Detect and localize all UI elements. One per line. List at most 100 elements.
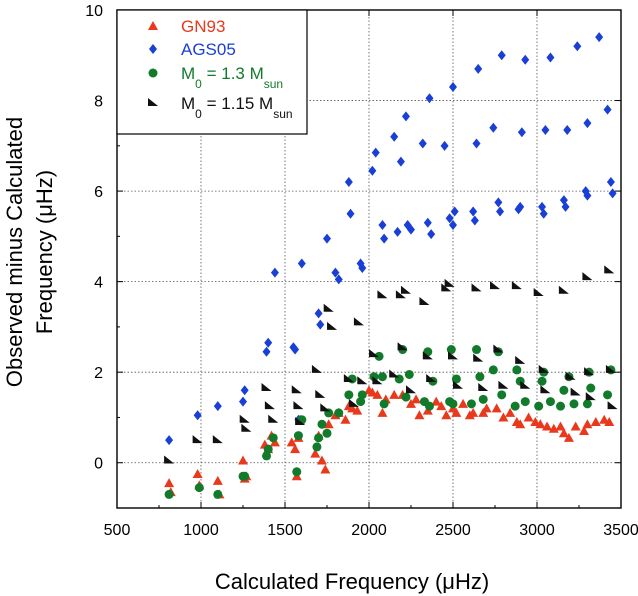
data-point xyxy=(393,226,402,237)
y-tick-label: 4 xyxy=(94,275,103,292)
data-point xyxy=(523,412,534,422)
data-point xyxy=(357,376,368,385)
data-point xyxy=(426,373,437,382)
data-point xyxy=(194,483,204,493)
data-point xyxy=(291,344,300,355)
data-point xyxy=(316,319,325,330)
data-point xyxy=(539,208,548,219)
data-point xyxy=(585,392,596,401)
data-point xyxy=(494,197,503,208)
data-point xyxy=(238,471,248,481)
data-point xyxy=(348,398,359,407)
data-point xyxy=(470,215,479,226)
data-point xyxy=(595,32,604,43)
data-point xyxy=(472,138,481,149)
data-point xyxy=(540,385,551,394)
data-point xyxy=(474,63,483,74)
data-point xyxy=(213,489,223,499)
data-point xyxy=(545,397,555,407)
data-point xyxy=(239,396,247,407)
data-point xyxy=(427,229,436,240)
data-point xyxy=(347,403,358,413)
data-point xyxy=(466,399,476,409)
data-point xyxy=(353,317,364,326)
series-3 xyxy=(164,265,618,464)
axis-ticks xyxy=(116,9,622,509)
data-point xyxy=(240,385,249,396)
data-point xyxy=(451,374,461,384)
data-point xyxy=(511,281,522,290)
x-tick-label: 1500 xyxy=(267,522,303,539)
data-point xyxy=(390,131,399,142)
data-point xyxy=(264,401,275,410)
data-point xyxy=(469,206,478,217)
data-point xyxy=(406,398,416,408)
data-point xyxy=(377,372,387,382)
data-point xyxy=(608,188,617,199)
data-point xyxy=(517,127,526,138)
data-point xyxy=(449,81,457,92)
data-point xyxy=(396,156,405,167)
data-point xyxy=(556,401,566,411)
data-point xyxy=(603,104,612,115)
data-point xyxy=(311,364,322,373)
data-point xyxy=(164,455,175,464)
data-point xyxy=(510,401,520,411)
y-tick-label: 6 xyxy=(94,184,103,201)
data-point xyxy=(546,52,555,63)
data-point xyxy=(604,265,615,274)
data-point xyxy=(431,396,442,406)
data-point xyxy=(453,380,464,389)
data-point xyxy=(555,421,566,431)
data-point xyxy=(493,344,504,353)
data-point xyxy=(425,93,434,104)
data-point xyxy=(293,401,304,410)
data-point xyxy=(263,444,273,454)
data-point xyxy=(559,385,569,395)
data-point xyxy=(582,272,593,281)
legend-label: GN93 xyxy=(181,17,225,36)
data-point xyxy=(538,364,549,373)
data-point xyxy=(320,403,331,412)
data-point xyxy=(344,390,354,400)
data-point xyxy=(320,464,331,474)
data-point xyxy=(448,351,458,360)
data-point xyxy=(473,353,484,362)
data-point xyxy=(334,274,343,285)
data-point xyxy=(401,392,411,402)
data-point xyxy=(317,419,327,429)
data-point xyxy=(312,442,322,452)
data-point xyxy=(471,283,482,292)
data-point xyxy=(404,369,414,379)
y-tick-label: 0 xyxy=(94,456,103,473)
data-point xyxy=(520,380,531,389)
data-point xyxy=(497,390,507,400)
data-point xyxy=(558,285,569,294)
data-point xyxy=(423,217,432,228)
data-point xyxy=(533,287,544,296)
data-point xyxy=(563,432,574,442)
data-point xyxy=(565,371,576,380)
data-point xyxy=(331,267,340,278)
data-point xyxy=(590,416,601,426)
data-point xyxy=(498,412,509,422)
data-point xyxy=(570,387,581,396)
data-point xyxy=(323,233,331,244)
data-point xyxy=(212,475,223,485)
data-point xyxy=(424,401,434,411)
data-point xyxy=(314,433,324,443)
legend-marker xyxy=(149,44,157,54)
data-point xyxy=(603,390,613,400)
data-point xyxy=(541,124,550,135)
data-point xyxy=(343,373,354,382)
data-point xyxy=(238,455,248,465)
data-point xyxy=(569,399,579,409)
data-point xyxy=(291,385,302,394)
data-point xyxy=(290,444,301,454)
data-point xyxy=(262,346,271,357)
data-point xyxy=(380,233,389,244)
data-point xyxy=(262,451,272,461)
legend-marker xyxy=(148,68,158,78)
legend-label: M0 = 1.3 Msun xyxy=(181,64,283,91)
data-point xyxy=(395,290,406,299)
